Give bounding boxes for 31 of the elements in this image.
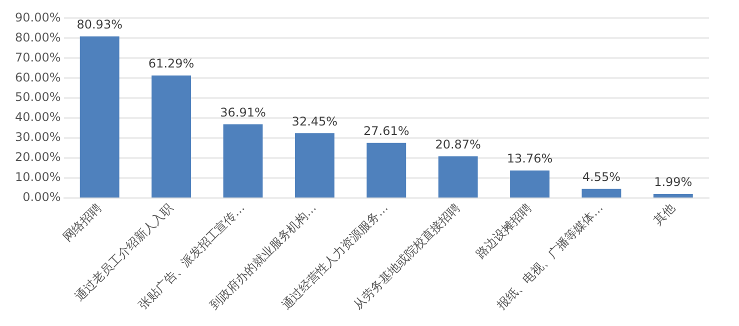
bar [80, 36, 120, 198]
data-label: 61.29% [148, 56, 194, 71]
y-tick-label: 50.00% [14, 90, 61, 104]
bar [366, 142, 406, 198]
data-label: 32.45% [292, 114, 338, 128]
x-tick-label: 其他 [650, 200, 678, 228]
y-tick-label: 70.00% [14, 50, 61, 64]
y-tick-label: 10.00% [14, 170, 61, 184]
bar [152, 76, 192, 198]
y-tick-label: 80.00% [14, 30, 61, 44]
y-tick-label: 90.00% [14, 10, 61, 24]
data-label: 13.76% [506, 152, 553, 166]
bar [223, 124, 263, 198]
data-label: 1.99% [654, 175, 692, 190]
data-label: 4.55% [582, 170, 621, 184]
bar [294, 133, 334, 198]
x-tick-label: 网络招聘 [60, 200, 104, 244]
bar [582, 188, 622, 198]
data-label: 36.91% [220, 105, 266, 120]
y-tick-label: 60.00% [14, 70, 61, 84]
data-label: 20.87% [435, 137, 481, 152]
y-tick-label: 40.00% [14, 110, 61, 124]
bar [438, 156, 478, 198]
y-tick-label: 30.00% [14, 130, 61, 144]
data-label: 80.93% [76, 17, 122, 32]
bar [510, 170, 550, 198]
x-tick-label: 路边设摊招聘 [473, 200, 534, 262]
y-tick-label: 20.00% [14, 150, 61, 164]
y-tick-label: 0.00% [22, 190, 61, 204]
bar [653, 194, 693, 198]
data-label: 27.61% [363, 124, 410, 138]
